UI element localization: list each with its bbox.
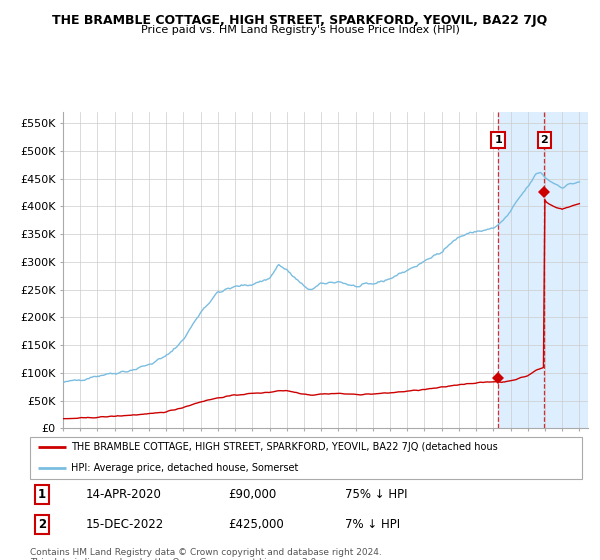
Text: Contains HM Land Registry data © Crown copyright and database right 2024.
This d: Contains HM Land Registry data © Crown c… bbox=[30, 548, 382, 560]
Text: THE BRAMBLE COTTAGE, HIGH STREET, SPARKFORD, YEOVIL, BA22 7JQ (detached hous: THE BRAMBLE COTTAGE, HIGH STREET, SPARKF… bbox=[71, 442, 498, 452]
Text: £425,000: £425,000 bbox=[229, 518, 284, 531]
FancyBboxPatch shape bbox=[30, 437, 582, 479]
Text: 2: 2 bbox=[541, 135, 548, 144]
Text: 14-APR-2020: 14-APR-2020 bbox=[85, 488, 161, 501]
Text: THE BRAMBLE COTTAGE, HIGH STREET, SPARKFORD, YEOVIL, BA22 7JQ: THE BRAMBLE COTTAGE, HIGH STREET, SPARKF… bbox=[52, 14, 548, 27]
Text: Price paid vs. HM Land Registry's House Price Index (HPI): Price paid vs. HM Land Registry's House … bbox=[140, 25, 460, 35]
Bar bbox=[498, 112, 588, 428]
Text: 1: 1 bbox=[38, 488, 46, 501]
Text: 75% ↓ HPI: 75% ↓ HPI bbox=[344, 488, 407, 501]
Text: 15-DEC-2022: 15-DEC-2022 bbox=[85, 518, 163, 531]
Text: 2: 2 bbox=[38, 518, 46, 531]
Text: HPI: Average price, detached house, Somerset: HPI: Average price, detached house, Some… bbox=[71, 463, 299, 473]
Text: 7% ↓ HPI: 7% ↓ HPI bbox=[344, 518, 400, 531]
Text: 1: 1 bbox=[494, 135, 502, 144]
Text: £90,000: £90,000 bbox=[229, 488, 277, 501]
